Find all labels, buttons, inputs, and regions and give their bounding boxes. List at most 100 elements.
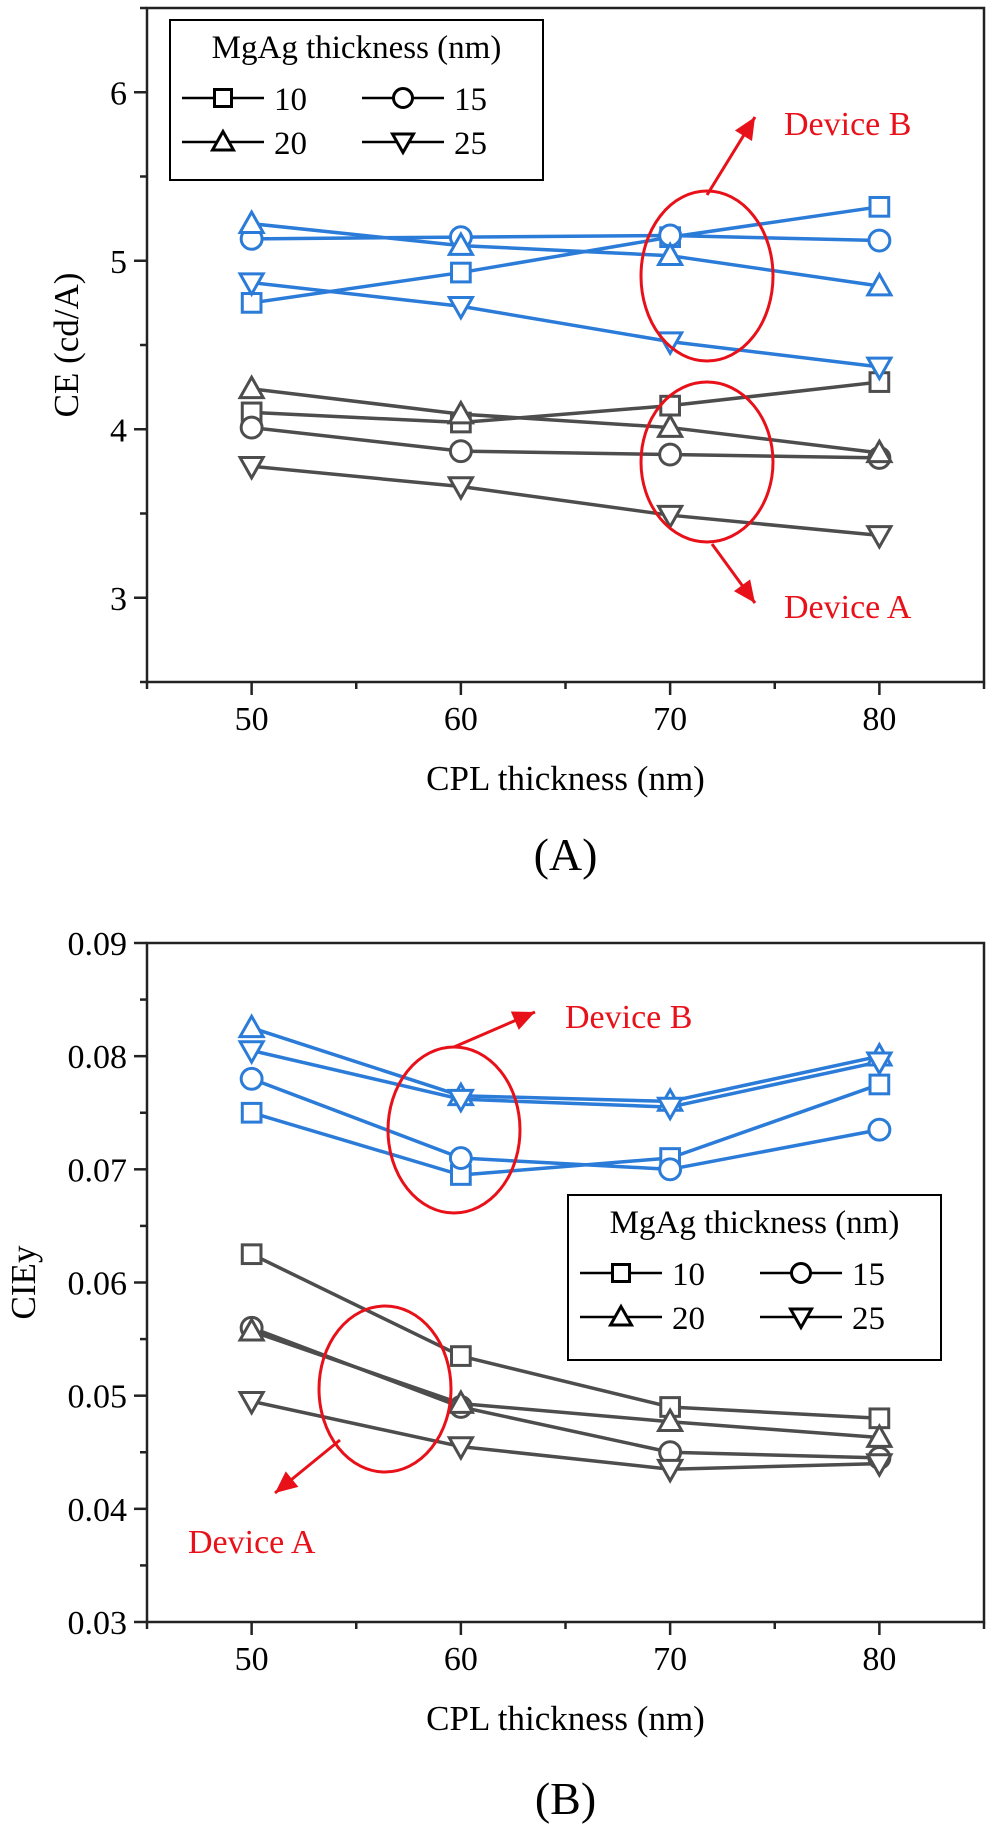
series-line-b-15 <box>251 1077 880 1172</box>
legend-label: 10 <box>274 82 307 118</box>
panel-label: (B) <box>535 1773 596 1824</box>
data-point-circle <box>867 1117 892 1142</box>
legend: MgAg thickness (nm) 10 15 20 25 <box>169 19 544 181</box>
y-tick-label: 0.05 <box>68 1379 128 1416</box>
data-point-triangle-down <box>865 356 894 382</box>
panel-label: (A) <box>534 829 598 880</box>
x-tick-label: 50 <box>235 701 269 738</box>
x-axis-title: CPL thickness (nm) <box>426 1699 705 1738</box>
data-point-triangle-down <box>446 1088 476 1114</box>
legend-label: 20 <box>274 126 307 162</box>
legend-label: 15 <box>454 82 487 118</box>
legend-item-25: 25 <box>362 126 487 162</box>
legend-item-15: 15 <box>760 1257 885 1293</box>
y-tick-label: 0.08 <box>68 1039 128 1076</box>
series-line-a-10 <box>251 380 880 425</box>
annotation-arrow-head <box>275 1471 299 1493</box>
data-point-square <box>240 1243 263 1266</box>
panel-a-ce-chart: 50 60 70 80 3 4 5 6 CPL thickness (nm) CE (cd/A) D… <box>47 6 986 880</box>
data-point-triangle-down <box>446 295 476 321</box>
data-point-triangle-up <box>446 399 476 425</box>
legend-item-10: 10 <box>182 82 307 118</box>
annotation-arrow-head <box>733 579 755 603</box>
legend-square-icon <box>611 1263 631 1283</box>
legend-label: 10 <box>672 1257 705 1293</box>
series-markers <box>237 1013 894 1484</box>
data-point-triangle-down <box>655 1458 685 1484</box>
data-point-square <box>868 1073 891 1096</box>
data-point-circle <box>867 228 892 253</box>
y-tick-label: 6 <box>110 75 127 112</box>
annotation-arrow-head <box>510 1011 535 1030</box>
data-point-triangle-down <box>655 504 685 530</box>
highlight-ellipse <box>639 189 775 363</box>
data-point-triangle-up <box>655 412 685 438</box>
series-line-a-25 <box>251 464 880 538</box>
legend-square-icon <box>213 88 233 108</box>
data-point-triangle-up <box>655 241 685 266</box>
data-point-triangle-up <box>655 1407 685 1432</box>
legend-triangle-up-icon <box>209 128 237 152</box>
legend-circle-icon <box>392 87 414 109</box>
x-tick-label: 80 <box>862 1641 896 1678</box>
legend-triangle-up-icon <box>607 1303 635 1327</box>
series-line-a-10 <box>250 1252 880 1421</box>
legend-item-10: 10 <box>580 1257 705 1293</box>
y-tick-label: 0.06 <box>68 1266 128 1303</box>
highlight-ellipse <box>386 1045 522 1215</box>
y-tick-label: 0.03 <box>68 1605 128 1642</box>
data-point-square <box>450 261 472 284</box>
data-point-triangle-up <box>237 1316 266 1342</box>
x-axis-title: CPL thickness (nm) <box>426 759 705 798</box>
data-point-square <box>450 1345 472 1367</box>
legend-item-20: 20 <box>182 126 307 162</box>
series-line-b-15 <box>251 233 880 243</box>
data-point-triangle-up <box>237 374 266 400</box>
data-point-triangle-up <box>865 1422 894 1448</box>
series-line-a-20 <box>251 1329 880 1440</box>
series-line-b-25 <box>251 1048 880 1109</box>
legend: MgAg thickness (nm) 10 15 20 25 <box>567 1194 942 1361</box>
series-lines <box>251 205 880 538</box>
data-point-circle <box>448 1146 473 1170</box>
highlight-ellipse <box>639 380 775 544</box>
annotation-label-device-a: Device A <box>784 589 912 626</box>
series-line-b-20 <box>251 221 880 288</box>
series-markers <box>237 195 894 550</box>
y-tick-label: 0.09 <box>68 926 128 963</box>
data-point-triangle-up <box>865 271 894 297</box>
x-tick-label: 50 <box>235 1641 269 1678</box>
data-point-triangle-up <box>446 1388 476 1414</box>
highlight-ellipse <box>317 1304 453 1474</box>
series-line-b-10 <box>251 205 880 305</box>
series-line-a-20 <box>251 387 880 455</box>
legend-item-25: 25 <box>760 1301 885 1337</box>
data-point-circle <box>658 442 683 467</box>
series-lines <box>250 1026 880 1471</box>
y-tick-label: 0.07 <box>68 1152 128 1189</box>
legend-label: 20 <box>672 1301 705 1337</box>
data-point-circle <box>658 1157 683 1182</box>
data-point-triangle-down <box>237 1391 266 1416</box>
y-axis-title: CIEy <box>4 1245 43 1319</box>
legend-label: 25 <box>454 126 487 162</box>
data-point-triangle-down <box>237 1040 266 1066</box>
data-point-square <box>659 394 681 417</box>
data-point-triangle-down <box>237 456 266 481</box>
y-tick-label: 5 <box>110 244 127 281</box>
legend-circle-icon <box>790 1262 812 1284</box>
series-line-a-25 <box>251 1399 880 1471</box>
data-point-square <box>868 195 891 218</box>
annotation-label-device-a: Device A <box>188 1524 316 1561</box>
annotation-arrow-head <box>734 117 755 141</box>
data-point-triangle-down <box>655 1096 685 1122</box>
x-tick-label: 70 <box>653 701 687 738</box>
data-point-triangle-up <box>237 209 266 234</box>
data-point-triangle-down <box>865 1453 894 1479</box>
y-tick-label: 3 <box>110 581 127 618</box>
legend-label: 25 <box>852 1301 885 1337</box>
data-point-square <box>240 1101 263 1124</box>
data-point-triangle-down <box>865 1051 894 1077</box>
data-point-circle <box>239 415 264 440</box>
